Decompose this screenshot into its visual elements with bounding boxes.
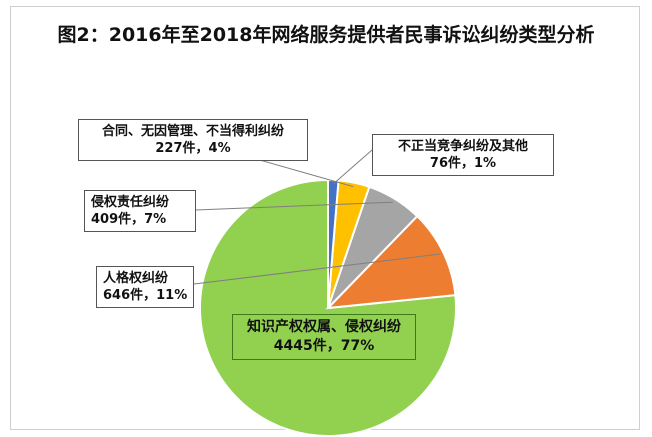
label-ip-name: 知识产权权属、侵权纠纷 — [247, 319, 401, 335]
label-tort-name: 侵权责任纠纷 — [91, 195, 170, 210]
label-ip-value: 4445件，77% — [273, 338, 375, 354]
label-personality-value: 646件，11% — [103, 288, 188, 303]
leader-line-slice-personality — [193, 253, 440, 285]
label-competition-value: 76件，1% — [429, 156, 497, 171]
label-contract-name: 合同、无因管理、不当得利纠纷 — [101, 124, 284, 139]
label-personality-name: 人格权纠纷 — [103, 271, 169, 286]
chart-title: 图2：2016年至2018年网络服务提供者民事诉讼纠纷类型分析 — [57, 24, 595, 46]
label-tort-value: 409件，7% — [91, 212, 167, 227]
slice-personality — [325, 214, 457, 310]
label-competition-name: 不正当竞争纠纷及其他 — [397, 139, 528, 154]
label-tort: 侵权责任纠纷 409件，7% — [84, 190, 196, 232]
label-personality: 人格权纠纷 646件，11% — [96, 266, 194, 308]
label-ip: 知识产权权属、侵权纠纷 4445件，77% — [232, 314, 416, 360]
label-competition: 不正当竞争纠纷及其他 76件，1% — [372, 134, 554, 176]
leader-line-slice-tort — [195, 201, 393, 211]
label-contract-value: 227件，4% — [155, 141, 231, 156]
leader-line-slice-competition — [332, 149, 373, 185]
label-contract: 合同、无因管理、不当得利纠纷 227件，4% — [78, 119, 308, 161]
slice-competition — [327, 178, 340, 309]
